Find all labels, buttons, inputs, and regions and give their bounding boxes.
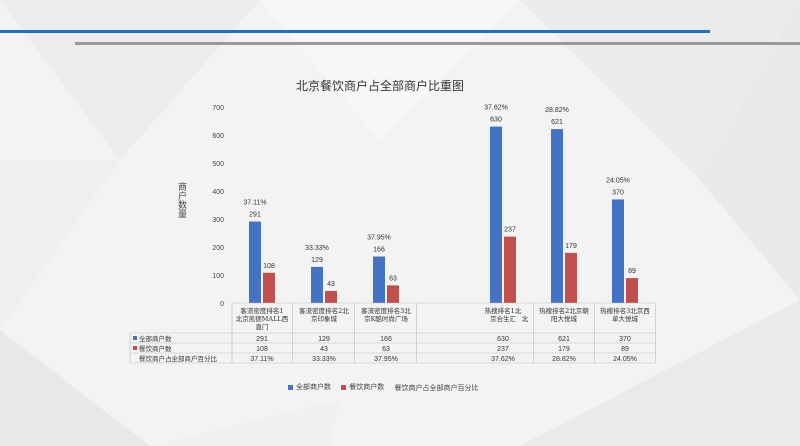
legend-item-food: 餐饮商户数 [341, 382, 384, 392]
bar-total [311, 266, 323, 303]
category-label: 热搜排名3北京西 [600, 306, 650, 315]
y-tick-label: 300 [212, 217, 224, 224]
ratio-label: 24.05% [606, 177, 630, 184]
bar-food [565, 252, 577, 303]
table-row-label: 餐饮商户占全部商户百分比 [139, 354, 218, 363]
table-cell: 630 [497, 336, 509, 343]
category-label: 京印象城 [311, 314, 338, 323]
category-label: 客流密度排名2北 [299, 306, 349, 315]
data-label-food: 179 [565, 243, 577, 250]
table-cell: 291 [256, 336, 268, 343]
y-tick-label: 100 [212, 273, 224, 280]
legend-label-total: 全部商户数 [296, 383, 331, 391]
table-row-label: 餐饮商户数 [139, 344, 172, 353]
category-label: 热搜排名2北京朝 [539, 306, 589, 315]
table-cell: 129 [318, 336, 330, 343]
y-tick-label: 600 [212, 133, 224, 140]
y-tick-label: 500 [212, 161, 224, 168]
table-row-swatch [133, 336, 137, 340]
bar-food [387, 285, 399, 303]
data-label-food: 43 [327, 281, 335, 288]
bar-total [490, 126, 502, 303]
data-label-total: 370 [612, 189, 624, 196]
category-label: 京K酷时尚广场 [364, 314, 408, 323]
category-label: 单大悦城 [612, 314, 639, 323]
bar-total [249, 221, 261, 303]
table-cell: 37.62% [491, 356, 515, 363]
category-label: 京合生汇 [490, 314, 517, 323]
y-axis-label: 商户数量 [176, 182, 186, 218]
ratio-label: 33.33% [305, 245, 329, 252]
table-cell: 237 [497, 346, 509, 353]
y-tick-label: 200 [212, 245, 224, 252]
category-label: 热搜排名1北 [485, 306, 522, 315]
table-cell: 108 [256, 346, 268, 353]
table-cell: 166 [380, 336, 392, 343]
table-cell: 24.05% [613, 356, 637, 363]
header-accent-line-gray [75, 42, 800, 45]
legend-item-total: 全部商户数 [288, 382, 331, 392]
legend-swatch-total [288, 384, 293, 390]
table-cell: 37.95% [374, 356, 398, 363]
data-label-total: 291 [249, 212, 261, 219]
y-tick-label: 700 [212, 105, 224, 112]
legend-label-food: 餐饮商户数 [349, 383, 385, 391]
category-label: 阳大悦城 [551, 314, 578, 323]
data-label-total: 129 [311, 257, 323, 264]
legend-swatch-food [341, 384, 347, 390]
data-label-total: 166 [373, 247, 385, 254]
table-cell: 89 [621, 346, 629, 353]
data-label-total: 621 [551, 119, 563, 126]
table-cell: 33.33% [312, 356, 336, 363]
bar-food [626, 278, 638, 303]
legend-item-ratio: 餐饮商户占全部商户百分比 [394, 383, 478, 393]
data-label-food: 108 [263, 263, 275, 270]
bar-food [263, 272, 275, 303]
table-cell: 179 [558, 346, 570, 353]
y-tick-label: 0 [220, 301, 224, 308]
ratio-label: 37.62% [484, 105, 508, 112]
y-tick-label: 400 [212, 189, 224, 196]
legend: 全部商户数 餐饮商户数 餐饮商户占全部商户百分比 [288, 382, 486, 393]
table-row-label: 全部商户数 [139, 334, 172, 343]
table-cell: 63 [382, 346, 390, 353]
bar-total [551, 129, 563, 303]
data-label-total: 630 [490, 117, 502, 124]
table-cell: 37.11% [250, 356, 273, 363]
data-label-food: 237 [504, 227, 516, 234]
bar-food [504, 236, 516, 303]
legend-label-ratio: 餐饮商户占全部商户百分比 [394, 383, 479, 392]
category-label: 北京凯德MALL西 [236, 314, 289, 323]
bar-total [612, 199, 624, 303]
bar-total [373, 256, 385, 303]
ratio-label: 37.11% [243, 200, 266, 207]
header-accent-line-blue [0, 30, 710, 33]
ratio-label: 37.95% [367, 235, 391, 242]
data-label-food: 89 [628, 268, 636, 275]
table-cell: 43 [320, 346, 328, 353]
category-label-stray: 北 [522, 315, 529, 323]
bar-food [325, 290, 337, 303]
category-label: 客流密度排名1 [240, 306, 283, 315]
category-label: 客流密度排名3北 [361, 306, 411, 315]
table-row-swatch [133, 346, 137, 350]
table-cell: 621 [558, 336, 570, 343]
data-label-food: 63 [389, 275, 397, 282]
table-cell: 28.82% [552, 356, 576, 363]
chart-title: 北京餐饮商户占全部商户比重图 [295, 79, 464, 93]
category-label: 直门 [256, 322, 269, 331]
table-cell: 370 [619, 336, 631, 343]
ratio-label: 28.82% [545, 107, 569, 114]
